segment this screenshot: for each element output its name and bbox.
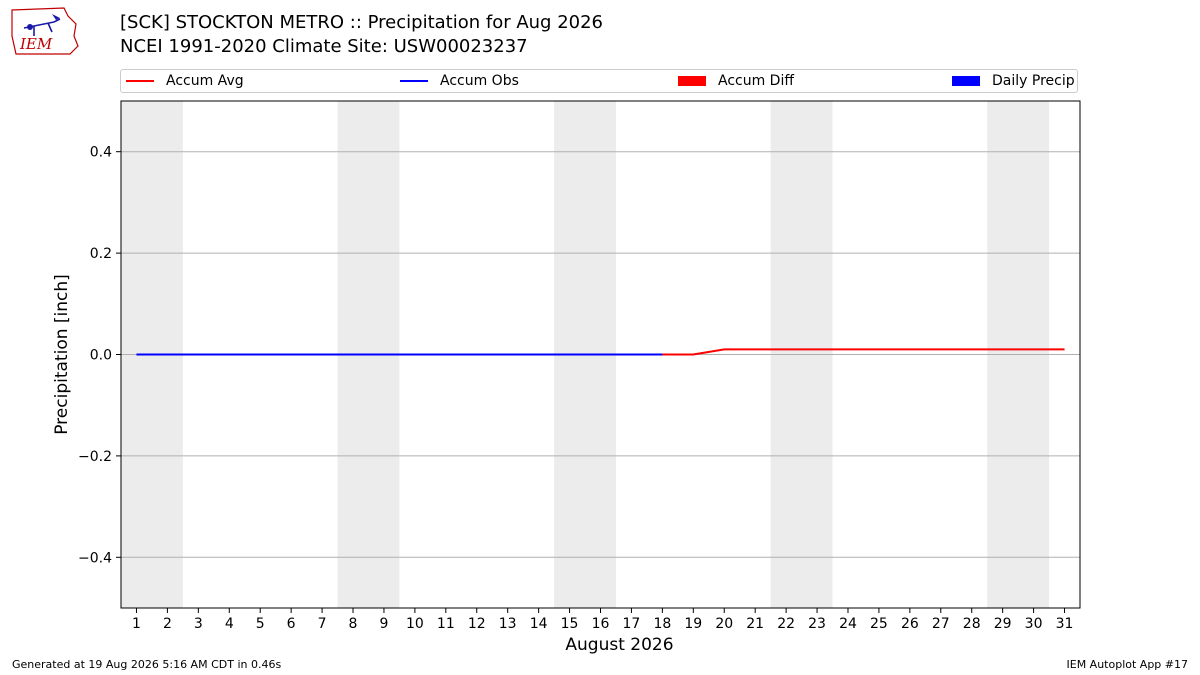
x-tick-label: 24 xyxy=(839,616,857,632)
y-tick-label: −0.4 xyxy=(78,550,112,566)
legend-swatch-daily-precip xyxy=(952,76,980,86)
x-tick-label: 13 xyxy=(499,616,517,632)
chart-subtitle: NCEI 1991-2020 Climate Site: USW00023237 xyxy=(120,36,528,57)
x-tick-label: 10 xyxy=(406,616,424,632)
x-tick-label: 6 xyxy=(287,616,296,632)
legend-item-accum-avg: Accum Avg xyxy=(126,73,244,89)
legend-item-accum-obs: Accum Obs xyxy=(400,73,519,89)
x-tick-label: 8 xyxy=(349,616,358,632)
x-tick-label: 19 xyxy=(684,616,702,632)
x-tick-label: 9 xyxy=(379,616,388,632)
x-tick-label: 7 xyxy=(318,616,327,632)
x-tick-label: 26 xyxy=(901,616,919,632)
legend-swatch-accum-avg xyxy=(126,80,154,82)
y-tick-label: 0.4 xyxy=(90,145,112,161)
generated-timestamp: Generated at 19 Aug 2026 5:16 AM CDT in … xyxy=(12,658,282,671)
x-tick-label: 22 xyxy=(777,616,795,632)
x-axis-label: August 2026 xyxy=(565,635,673,655)
x-tick-label: 28 xyxy=(963,616,981,632)
chart-title: [SCK] STOCKTON METRO :: Precipitation fo… xyxy=(120,12,604,33)
x-tick-label: 14 xyxy=(530,616,548,632)
y-axis-label: Precipitation [inch] xyxy=(52,274,72,435)
x-tick-label: 4 xyxy=(225,616,234,632)
x-tick-label: 11 xyxy=(437,616,455,632)
legend-item-accum-diff: Accum Diff xyxy=(678,73,794,89)
x-tick-label: 20 xyxy=(715,616,733,632)
x-tick-label: 3 xyxy=(194,616,203,632)
logo-text: IEM xyxy=(19,35,53,53)
x-tick-label: 27 xyxy=(932,616,950,632)
x-tick-label: 21 xyxy=(746,616,764,632)
x-tick-label: 12 xyxy=(468,616,486,632)
legend-label-daily-precip: Daily Precip xyxy=(992,73,1075,89)
legend-label-accum-diff: Accum Diff xyxy=(718,73,795,89)
x-tick-label: 18 xyxy=(653,616,671,632)
legend-label-accum-obs: Accum Obs xyxy=(440,73,519,89)
x-tick-label: 17 xyxy=(623,616,641,632)
legend-label-accum-avg: Accum Avg xyxy=(166,73,244,89)
legend-swatch-accum-obs xyxy=(400,80,428,82)
x-tick-label: 30 xyxy=(1025,616,1043,632)
x-tick-label: 2 xyxy=(163,616,172,632)
iem-logo: IEM xyxy=(11,7,79,55)
x-tick-label: 23 xyxy=(808,616,826,632)
plot-frame xyxy=(120,100,1081,609)
legend-item-daily-precip: Daily Precip xyxy=(952,73,1075,89)
legend: Accum Avg Accum Obs Accum Diff Daily Pre… xyxy=(120,69,1078,93)
app-credit: IEM Autoplot App #17 xyxy=(1066,658,1189,671)
y-tick-label: 0.2 xyxy=(90,246,112,262)
x-tick-label: 25 xyxy=(870,616,888,632)
x-tick-label: 1 xyxy=(132,616,141,632)
x-tick-label: 29 xyxy=(994,616,1012,632)
x-tick-label: 5 xyxy=(256,616,265,632)
x-tick-label: 16 xyxy=(592,616,610,632)
x-tick-label: 15 xyxy=(561,616,579,632)
y-tick-label: 0.0 xyxy=(90,348,112,364)
x-tick-label: 31 xyxy=(1056,616,1074,632)
legend-swatch-accum-diff xyxy=(678,76,706,86)
y-tick-label: −0.2 xyxy=(78,449,112,465)
